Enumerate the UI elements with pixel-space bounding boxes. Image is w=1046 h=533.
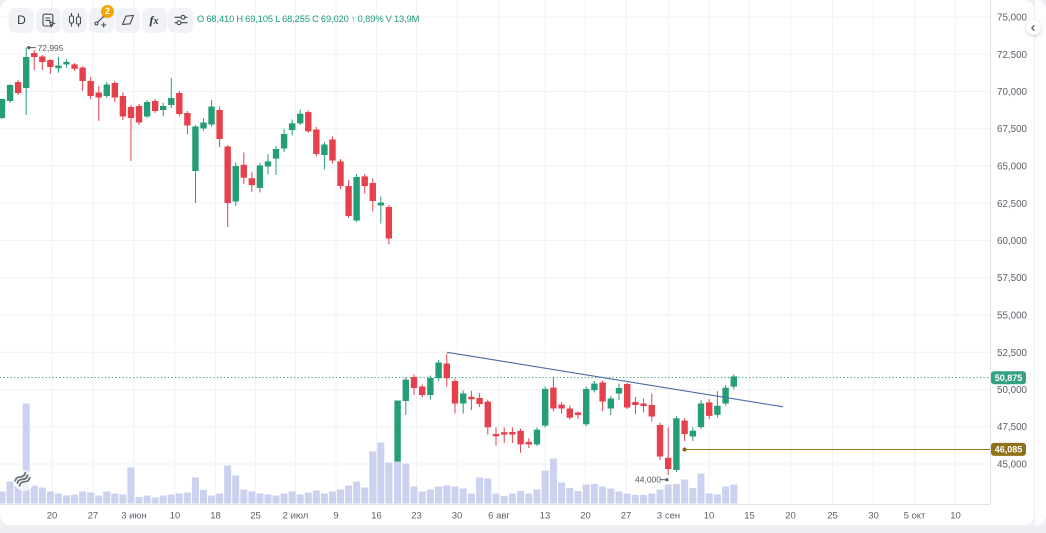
svg-text:52,500: 52,500 (997, 348, 1028, 359)
svg-text:46,085: 46,085 (995, 445, 1023, 455)
svg-text:25: 25 (250, 511, 261, 522)
svg-text:55,000: 55,000 (997, 311, 1028, 322)
svg-text:15: 15 (744, 511, 755, 522)
svg-text:5 окт: 5 окт (904, 511, 926, 522)
svg-text:72,500: 72,500 (997, 50, 1028, 61)
svg-text:23: 23 (411, 511, 422, 522)
svg-text:27: 27 (88, 511, 99, 522)
svg-text:6 авг: 6 авг (488, 511, 510, 522)
svg-text:50,875: 50,875 (995, 373, 1023, 383)
svg-text:20: 20 (580, 511, 591, 522)
svg-text:47,500: 47,500 (997, 422, 1028, 433)
svg-text:30: 30 (868, 511, 879, 522)
svg-text:3 июн: 3 июн (121, 511, 147, 522)
svg-text:10: 10 (704, 511, 715, 522)
svg-text:60,000: 60,000 (997, 236, 1028, 247)
svg-text:30: 30 (452, 511, 463, 522)
svg-text:45,000: 45,000 (997, 460, 1028, 471)
svg-text:9: 9 (333, 511, 338, 522)
svg-text:13: 13 (540, 511, 551, 522)
svg-text:67,500: 67,500 (997, 124, 1028, 135)
svg-text:16: 16 (371, 511, 382, 522)
svg-text:2 июл: 2 июл (283, 511, 309, 522)
svg-text:10: 10 (170, 511, 181, 522)
svg-text:27: 27 (621, 511, 632, 522)
svg-text:44,000: 44,000 (635, 475, 661, 485)
svg-text:18: 18 (210, 511, 221, 522)
svg-text:65,000: 65,000 (997, 162, 1028, 173)
svg-text:20: 20 (47, 511, 58, 522)
svg-text:10: 10 (950, 511, 961, 522)
svg-text:70,000: 70,000 (997, 87, 1028, 98)
svg-text:3 сен: 3 сен (657, 511, 680, 522)
svg-text:25: 25 (827, 511, 838, 522)
svg-text:20: 20 (785, 511, 796, 522)
svg-text:50,000: 50,000 (997, 385, 1028, 396)
svg-text:72,995: 72,995 (38, 43, 64, 53)
svg-text:57,500: 57,500 (997, 273, 1028, 284)
svg-text:62,500: 62,500 (997, 199, 1028, 210)
svg-text:75,000: 75,000 (997, 13, 1028, 24)
